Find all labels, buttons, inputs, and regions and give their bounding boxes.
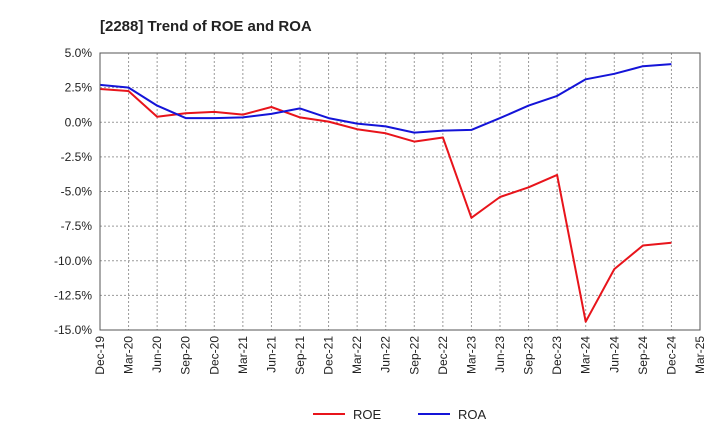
x-tick-label: Sep-21 — [293, 336, 307, 375]
x-tick-label: Mar-21 — [236, 336, 250, 374]
series-lines — [99, 63, 672, 323]
x-tick-label: Jun-20 — [150, 336, 164, 373]
y-tick-label: -10.0% — [54, 254, 92, 268]
x-tick-label: Mar-25 — [693, 336, 707, 374]
x-tick-label: Dec-20 — [207, 336, 221, 375]
series-line-roe — [99, 88, 672, 323]
series-line-roa — [99, 63, 672, 134]
x-tick-label: Sep-22 — [407, 336, 421, 375]
x-axis-ticks: Dec-19 Mar-20 Jun-20 Sep-20 Dec-20 Mar-21 Jun-… — [93, 336, 707, 375]
y-tick-label: -15.0% — [54, 323, 92, 337]
x-tick-label: Mar-24 — [579, 336, 593, 374]
x-tick-label: Sep-23 — [522, 336, 536, 375]
legend-label-roe: ROE — [353, 407, 382, 422]
y-tick-label: -7.5% — [61, 219, 93, 233]
x-tick-label: Jun-21 — [264, 336, 278, 373]
x-tick-label: Sep-24 — [636, 336, 650, 375]
legend-label-roa: ROA — [458, 407, 487, 422]
x-tick-label: Dec-22 — [436, 336, 450, 375]
x-tick-label: Dec-24 — [664, 336, 678, 375]
x-tick-label: Jun-22 — [379, 336, 393, 373]
x-tick-label: Dec-23 — [550, 336, 564, 375]
legend: ROE ROA — [313, 407, 487, 422]
y-tick-label: 5.0% — [65, 46, 93, 60]
x-tick-label: Mar-20 — [122, 336, 136, 374]
x-tick-label: Sep-20 — [179, 336, 193, 375]
x-tick-label: Dec-19 — [93, 336, 107, 375]
grid — [99, 52, 701, 331]
x-tick-label: Mar-22 — [350, 336, 364, 374]
x-tick-label: Dec-21 — [322, 336, 336, 375]
y-tick-label: -2.5% — [61, 150, 93, 164]
x-tick-label: Jun-24 — [607, 336, 621, 373]
x-tick-label: Mar-23 — [464, 336, 478, 374]
plot-area — [99, 52, 701, 331]
x-tick-label: Jun-23 — [493, 336, 507, 373]
y-tick-label: -12.5% — [54, 288, 92, 302]
y-tick-label: 0.0% — [65, 115, 93, 129]
y-tick-label: 2.5% — [65, 81, 93, 95]
y-axis-ticks: 5.0% 2.5% 0.0% -2.5% -5.0% -7.5% -10.0% -12.5% -… — [54, 46, 92, 337]
y-tick-label: -5.0% — [61, 185, 93, 199]
chart-title: [2288] Trend of ROE and ROA — [100, 18, 312, 35]
